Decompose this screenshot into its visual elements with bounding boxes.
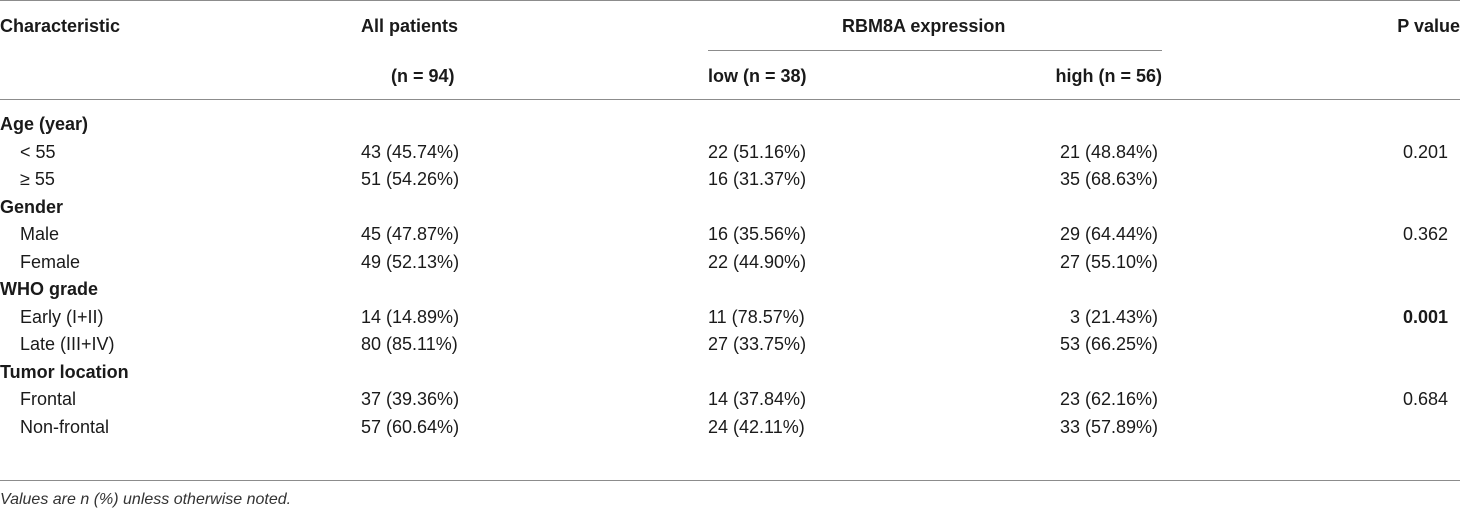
cell-low: 27 (33.75%) (708, 334, 807, 354)
cell-high: 27 (55.10%) (1059, 251, 1158, 272)
cell-all-patients: 80 (85.11%) (361, 334, 458, 354)
header-p-value: P value (1397, 16, 1460, 36)
row-label: Non-frontal (20, 416, 110, 437)
header-span-rule (708, 50, 1162, 51)
cell-low: 24 (42.11%) (708, 416, 805, 437)
cell-high: 35 (68.63%) (1059, 169, 1158, 189)
cell-low: 22 (44.90%) (708, 251, 807, 272)
cell-low: 11 (78.57%) (708, 306, 805, 327)
cell-high: 21 (48.84%) (1059, 141, 1158, 162)
cell-low: 16 (35.56%) (708, 224, 807, 244)
header-all-n: (n = 94) (391, 66, 455, 86)
row-label: Male (20, 224, 60, 244)
row-label: < 55 (20, 141, 56, 162)
section-title: WHO grade (0, 279, 99, 299)
cell-all-patients: 45 (47.87%) (361, 224, 460, 244)
table-bottom-rule (0, 480, 1460, 481)
cell-high: 3 (21.43%) (1069, 306, 1158, 327)
table-top-rule (0, 0, 1460, 1)
cell-high: 33 (57.89%) (1059, 416, 1158, 437)
cell-low: 16 (31.37%) (708, 169, 807, 189)
cell-all-patients: 57 (60.64%) (361, 416, 460, 437)
header-high: high (n = 56) (1055, 66, 1162, 86)
header-low: low (n = 38) (708, 66, 807, 86)
row-label: Early (I+II) (20, 306, 104, 327)
cell-low: 22 (51.16%) (708, 141, 807, 162)
cell-all-patients: 43 (45.74%) (361, 141, 460, 162)
section-title: Tumor location (0, 361, 129, 382)
cell-all-patients: 37 (39.36%) (361, 389, 460, 409)
header-characteristic: Characteristic (0, 16, 121, 36)
cell-all-patients: 14 (14.89%) (361, 306, 460, 327)
table-header-rule (0, 99, 1460, 100)
row-label: Late (III+IV) (20, 334, 115, 354)
cell-high: 29 (64.44%) (1059, 224, 1158, 244)
header-rbm8a-expression: RBM8A expression (842, 16, 1006, 36)
cell-p-value: 0.684 (1402, 389, 1448, 409)
row-label: Female (20, 251, 81, 272)
cell-all-patients: 51 (54.26%) (361, 169, 460, 189)
cell-p-value: 0.362 (1402, 224, 1448, 244)
section-title: Age (year) (0, 114, 89, 134)
row-label: Frontal (20, 389, 77, 409)
section-title: Gender (0, 196, 64, 217)
cell-high: 53 (66.25%) (1059, 334, 1158, 354)
cell-low: 14 (37.84%) (708, 389, 807, 409)
cell-p-value: 0.201 (1402, 141, 1448, 162)
cell-p-value: 0.001 (1402, 306, 1448, 327)
cell-all-patients: 49 (52.13%) (361, 251, 460, 272)
row-label: ≥ 55 (20, 169, 55, 189)
cell-high: 23 (62.16%) (1059, 389, 1158, 409)
table-footnote: Values are n (%) unless otherwise noted. (0, 491, 292, 508)
header-all-patients: All patients (361, 16, 459, 36)
